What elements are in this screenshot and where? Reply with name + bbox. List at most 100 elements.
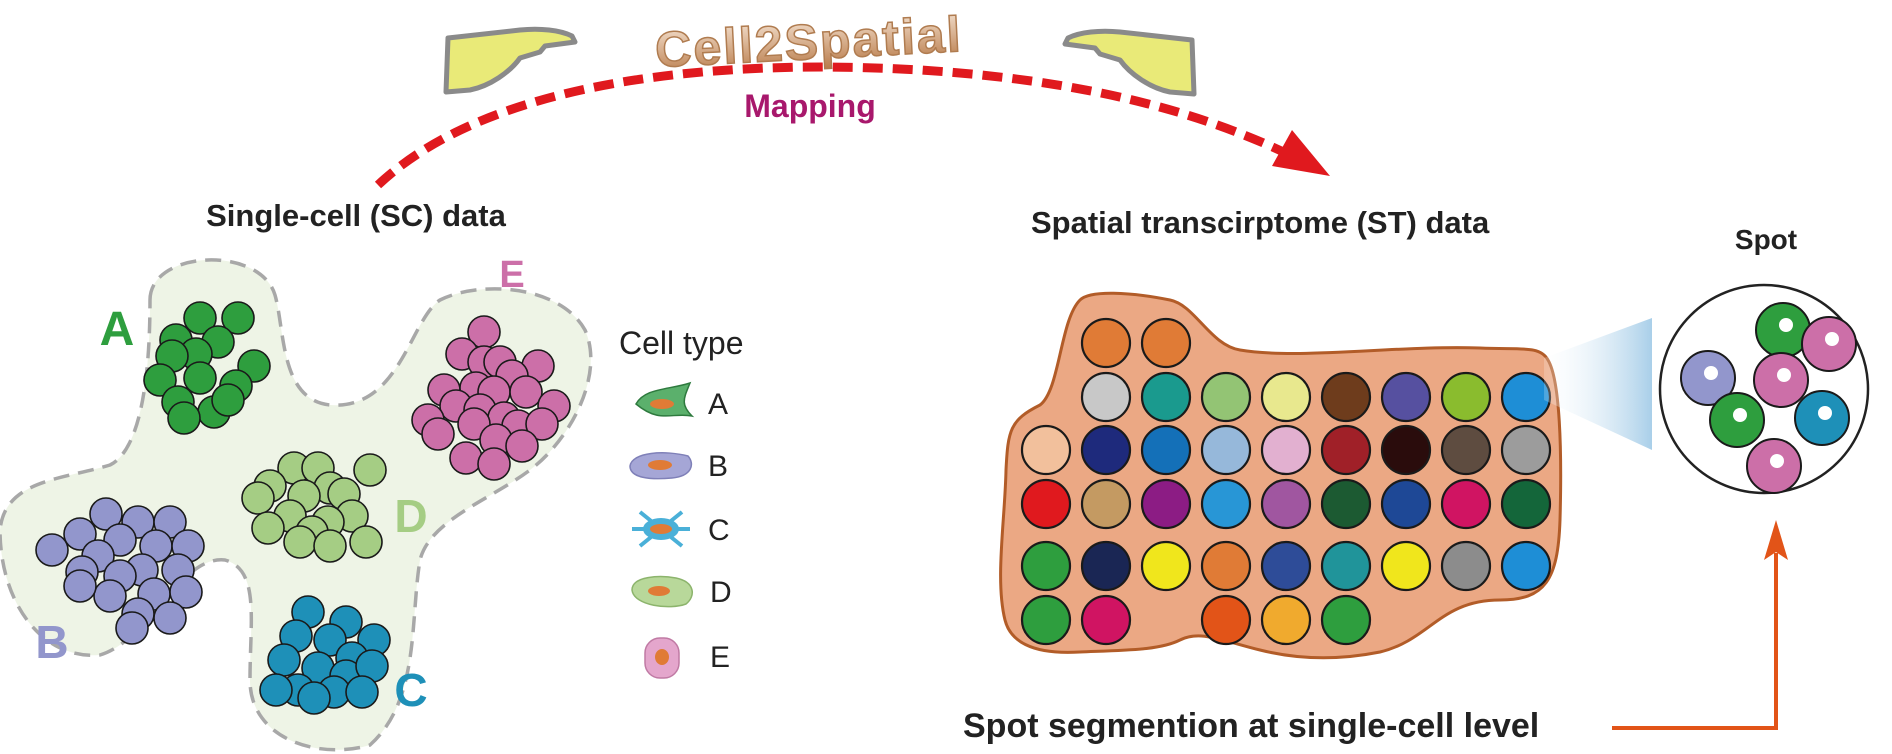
cluster-b-cell (169, 575, 203, 609)
st-spot (1200, 424, 1252, 476)
st-spot (1080, 594, 1132, 646)
cluster-b-cell (115, 611, 149, 645)
cluster-e-cell (477, 447, 511, 481)
cluster-d-cell (353, 453, 387, 487)
st-spot (1140, 371, 1192, 423)
st-spot (1200, 594, 1252, 646)
st-spot (1140, 478, 1192, 530)
st-spot (1320, 540, 1372, 592)
cluster-a-cells (143, 301, 271, 435)
st-spot (1440, 424, 1492, 476)
cell-b-icon (629, 452, 693, 480)
st-spot-grid (1020, 317, 1552, 646)
st-spot (1200, 478, 1252, 530)
cluster-b-cell (93, 579, 127, 613)
mapping-label: Mapping (744, 88, 876, 124)
spot-cell-nucleus (1818, 406, 1832, 420)
cluster-a-label: A (100, 303, 135, 356)
st-spot (1140, 540, 1192, 592)
spot-cell-nucleus (1733, 408, 1747, 422)
cluster-e-cell (525, 407, 559, 441)
cluster-c-cell (297, 681, 331, 715)
cluster-e-label: E (499, 254, 524, 296)
st-spot (1440, 540, 1492, 592)
st-spot (1080, 478, 1132, 530)
legend-label-c: C (708, 514, 730, 547)
legend-label-a: A (708, 388, 728, 421)
cluster-a-cell (167, 401, 201, 435)
cluster-a-cell (221, 301, 255, 335)
cluster-b-label: B (35, 616, 68, 668)
segmentation-arrowhead-icon (1764, 520, 1788, 560)
cell-a-icon (635, 381, 695, 418)
cluster-d-cell (313, 529, 347, 563)
spot-cell-nucleus (1704, 366, 1718, 380)
st-spot (1260, 540, 1312, 592)
st-spot (1440, 371, 1492, 423)
cluster-b-cell (63, 517, 97, 551)
st-spot (1320, 371, 1372, 423)
left-pointing-hand-icon (443, 26, 578, 95)
st-spot (1500, 371, 1552, 423)
mapping-arrowhead-icon (1272, 130, 1330, 176)
legend-title: Cell type (619, 325, 744, 361)
cluster-e-cell (509, 375, 543, 409)
st-spot (1500, 478, 1552, 530)
cluster-e-cell (505, 429, 539, 463)
cluster-e-cell (449, 441, 483, 475)
cluster-d-label: D (394, 490, 427, 542)
st-spot (1320, 594, 1372, 646)
cluster-b-cell (153, 601, 187, 635)
st-spot (1020, 424, 1072, 476)
legend-label-d: D (710, 576, 732, 609)
st-spot (1440, 478, 1492, 530)
cluster-d-cells (241, 451, 387, 563)
st-spot (1320, 424, 1372, 476)
segmentation-arrow (1612, 553, 1778, 730)
cell-d-icon (631, 575, 693, 608)
cluster-c-cell (267, 643, 301, 677)
legend-label-b: B (708, 450, 728, 483)
sc-panel-title: Single-cell (SC) data (206, 198, 506, 233)
cluster-b-cells (35, 497, 205, 645)
spot-single-cells (1680, 302, 1857, 494)
cluster-a-cell (183, 361, 217, 395)
st-spot (1500, 424, 1552, 476)
st-spot (1260, 371, 1312, 423)
spot-cell-nucleus (1779, 318, 1793, 332)
st-spot (1080, 540, 1132, 592)
st-spot (1200, 540, 1252, 592)
spot-cell-nucleus (1777, 368, 1791, 382)
st-spot (1140, 317, 1192, 369)
cell-e-icon (644, 637, 680, 679)
cluster-b-cell (89, 497, 123, 531)
legend-label-e: E (710, 641, 730, 674)
st-panel-title: Spatial transcirptome (ST) data (1031, 205, 1490, 240)
zoom-beam (1544, 318, 1652, 450)
segmentation-label: Spot segmention at single-cell level (963, 707, 1539, 745)
cluster-d-cell (251, 511, 285, 545)
st-spot (1080, 371, 1132, 423)
cluster-c-label: C (394, 664, 427, 716)
cluster-a-cell (143, 363, 177, 397)
st-spot (1320, 478, 1372, 530)
st-spot (1020, 540, 1072, 592)
st-spot (1380, 371, 1432, 423)
st-spot (1020, 594, 1072, 646)
st-spot (1140, 424, 1192, 476)
cluster-c-cells (259, 595, 391, 715)
right-pointing-hand-icon (1062, 28, 1197, 97)
cluster-a-cell (211, 383, 245, 417)
cluster-b-cell (63, 569, 97, 603)
st-spot (1020, 478, 1072, 530)
cluster-e-cell (421, 417, 455, 451)
st-spot (1260, 478, 1312, 530)
cluster-d-cell (241, 481, 275, 515)
st-spot (1260, 594, 1312, 646)
cluster-b-cell (35, 533, 69, 567)
spot-panel-title: Spot (1735, 224, 1797, 255)
cluster-c-cell (313, 623, 347, 657)
spot-cell-nucleus (1825, 332, 1839, 346)
cluster-d-cell (349, 525, 383, 559)
